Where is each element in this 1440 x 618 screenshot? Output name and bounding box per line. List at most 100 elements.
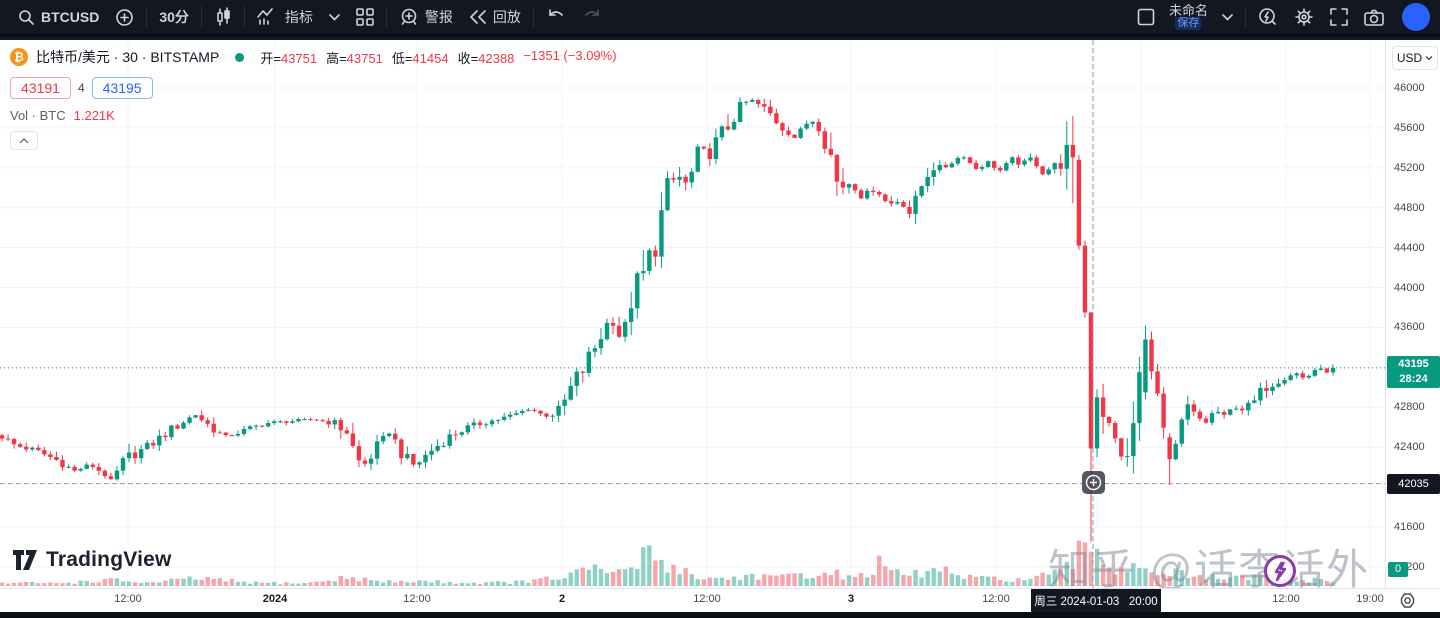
volume-indicator-row: Vol · BTC 1.221K bbox=[10, 108, 617, 123]
low-value: 41454 bbox=[412, 50, 449, 66]
toolbar-separator bbox=[532, 6, 534, 28]
replay-label: 回放 bbox=[492, 9, 521, 25]
save-layout-button[interactable] bbox=[1129, 2, 1163, 32]
chart-style-button[interactable] bbox=[206, 2, 240, 32]
symbol-title[interactable]: 比特币/美元 · 30 · BITSTAMP bbox=[36, 49, 220, 65]
alarm-clock-icon bbox=[399, 7, 419, 27]
volume-axis-badge: 0 bbox=[1388, 562, 1408, 577]
candlestick-chart[interactable] bbox=[0, 40, 1385, 588]
last-price-badge: 43195 28:24 bbox=[1387, 355, 1440, 388]
settings-button[interactable] bbox=[1286, 2, 1322, 32]
snapshot-button[interactable] bbox=[1356, 2, 1392, 32]
redo-icon bbox=[582, 9, 602, 25]
chart-plot-area[interactable]: ₿ 比特币/美元 · 30 · BITSTAMP 开=43751 高=43751… bbox=[0, 40, 1385, 588]
time-axis[interactable]: 12:00 2024 12:00 2 12:00 3 12:00 12:00 19:00 周三 … bbox=[0, 588, 1440, 612]
time-tick-label: 2 bbox=[558, 593, 566, 605]
time-tick-label: 2024 bbox=[262, 593, 288, 605]
replay-button[interactable]: 回放 bbox=[461, 2, 529, 32]
undo-button[interactable] bbox=[538, 2, 574, 32]
currency-toggle-button[interactable]: USD bbox=[1392, 46, 1438, 70]
price-tick-label: 46000 bbox=[1394, 82, 1425, 94]
toolbar-right: 未命名 保存 bbox=[1129, 2, 1430, 32]
indicators-label: 指标 bbox=[284, 9, 313, 25]
chevron-up-icon bbox=[19, 137, 29, 144]
chevron-down-icon bbox=[1222, 13, 1233, 21]
save-label: 保存 bbox=[1175, 17, 1202, 30]
time-tick-label: 12:00 bbox=[403, 593, 431, 605]
time-tick-label: 12:00 bbox=[693, 593, 721, 605]
open-value: 43751 bbox=[280, 50, 318, 66]
price-tick-label: 42400 bbox=[1394, 441, 1425, 454]
bid-price-box[interactable]: 43191 bbox=[10, 77, 71, 99]
tradingview-mark-icon bbox=[13, 550, 37, 570]
time-axis-settings-icon[interactable] bbox=[1399, 592, 1416, 614]
grid-icon bbox=[356, 8, 374, 26]
price-tick-label: 44400 bbox=[1394, 241, 1425, 254]
quick-search-button[interactable] bbox=[1250, 2, 1286, 32]
high-value: 43751 bbox=[346, 50, 383, 66]
price-tick-label: 42800 bbox=[1394, 401, 1425, 414]
indicators-button[interactable]: 指标 bbox=[249, 2, 321, 32]
chart-legend: ₿ 比特币/美元 · 30 · BITSTAMP 开=43751 高=43751… bbox=[10, 45, 617, 150]
toolbar-separator bbox=[243, 6, 245, 28]
time-tick-label: 19:00 bbox=[1356, 593, 1384, 605]
indicators-icon bbox=[257, 8, 279, 26]
price-tick-label: 44800 bbox=[1394, 201, 1425, 214]
ohlc-values: 开=43751 高=43751 低=41454 收=42388 −1351 (−… bbox=[260, 47, 617, 66]
plus-circle-icon bbox=[1085, 474, 1102, 491]
chevron-down-icon bbox=[329, 13, 340, 21]
price-tick-label: 43600 bbox=[1394, 321, 1425, 334]
price-axis[interactable]: USD 46000 45600 45200 44800 44400 44000 43600 4… bbox=[1385, 40, 1440, 588]
symbol-search-button[interactable]: BTCUSD bbox=[10, 2, 107, 32]
time-tick-label: 12:00 bbox=[1272, 593, 1300, 605]
alert-button[interactable]: 警报 bbox=[391, 2, 461, 32]
toolbar-separator bbox=[385, 6, 387, 28]
currency-label: USD bbox=[1396, 51, 1423, 65]
ask-price-box[interactable]: 43195 bbox=[91, 77, 153, 99]
tradingview-logo-text: TradingView bbox=[46, 548, 172, 571]
change-value: −1351 (−3.09%) bbox=[523, 47, 617, 63]
spread-value: 4 bbox=[77, 81, 85, 95]
time-tick-label: 12:00 bbox=[982, 593, 1010, 605]
tradingview-logo[interactable]: TradingView bbox=[12, 548, 172, 572]
layout-menu-button[interactable] bbox=[1214, 2, 1241, 32]
toolbar-separator bbox=[146, 6, 148, 28]
time-tick-label: 3 bbox=[847, 593, 855, 605]
layout-grid-button[interactable] bbox=[348, 2, 382, 32]
alerts-label: 警报 bbox=[424, 9, 453, 25]
toolbar-separator bbox=[200, 6, 202, 28]
time-tick-label: 12:00 bbox=[114, 593, 142, 605]
indicator-templates-button[interactable] bbox=[321, 2, 348, 32]
interval-button[interactable]: 30分 bbox=[151, 2, 197, 32]
price-tick-label: 44000 bbox=[1394, 281, 1425, 294]
crosshair-price-badge: 42035 bbox=[1387, 473, 1440, 494]
volume-value: 1.221K bbox=[73, 108, 115, 123]
fullscreen-button[interactable] bbox=[1322, 2, 1356, 32]
compare-add-button[interactable] bbox=[107, 2, 142, 32]
lightning-icon bbox=[1274, 561, 1287, 581]
toolbar-separator bbox=[1245, 6, 1246, 28]
price-tick-label: 41600 bbox=[1394, 521, 1425, 534]
candlestick-icon bbox=[214, 7, 232, 27]
bar-countdown: 28:24 bbox=[1399, 372, 1428, 385]
price-tick-label: 45600 bbox=[1394, 121, 1425, 134]
symbol-label: BTCUSD bbox=[41, 9, 100, 25]
fullscreen-icon bbox=[1330, 8, 1348, 26]
layout-name-label: 未命名 bbox=[1168, 3, 1208, 18]
volume-label[interactable]: Vol · BTC bbox=[10, 108, 66, 123]
crosshair-plus-marker[interactable] bbox=[1082, 471, 1105, 494]
undo-icon bbox=[546, 9, 566, 25]
market-status-icon[interactable] bbox=[235, 52, 245, 62]
plus-circle-icon bbox=[115, 8, 134, 27]
last-price-value: 43195 bbox=[1398, 357, 1429, 370]
close-value: 42388 bbox=[478, 50, 515, 66]
publish-button[interactable] bbox=[1402, 3, 1430, 31]
toolbar-left: BTCUSD 30分 指标 bbox=[10, 2, 610, 32]
layout-name-button[interactable]: 未命名 保存 bbox=[1163, 4, 1214, 30]
redo-button[interactable] bbox=[574, 2, 610, 32]
price-tick-label: 45200 bbox=[1394, 161, 1425, 174]
window-bottom-strip bbox=[0, 612, 1440, 618]
legend-collapse-button[interactable] bbox=[10, 131, 38, 150]
watermark-text: 知乎 @话李话外 bbox=[1048, 546, 1371, 588]
